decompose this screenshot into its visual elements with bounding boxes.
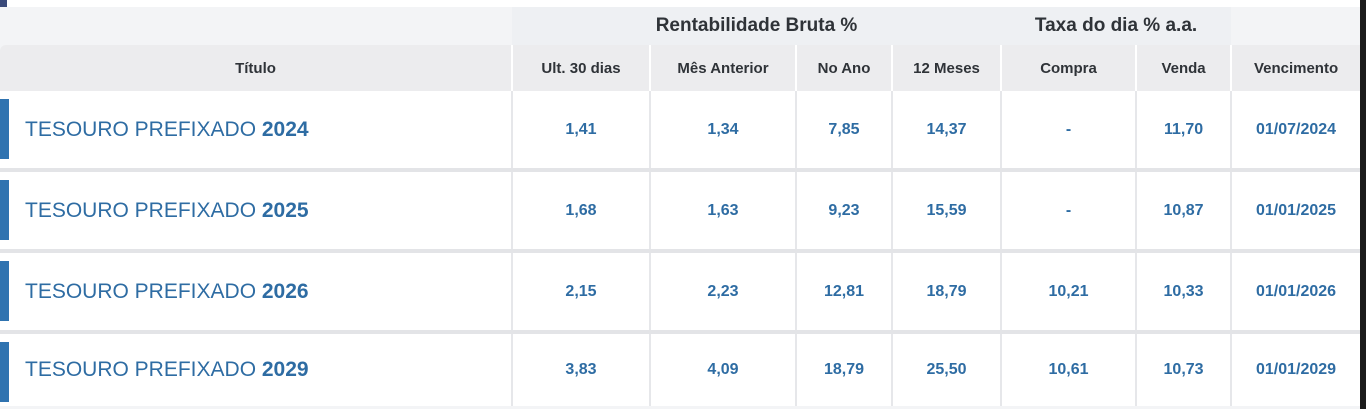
bond-title[interactable]: TESOURO PREFIXADO	[25, 198, 262, 222]
mes-anterior-value: 4,09	[650, 332, 797, 406]
venda-value: 11,70	[1136, 91, 1233, 172]
group-header-row: Rentabilidade Bruta % Taxa do dia % a.a.	[0, 7, 1362, 45]
compra-value: -	[1001, 91, 1138, 172]
table-row[interactable]: TESOURO PREFIXADO 2029 3,83 4,09 18,79 2…	[0, 332, 1363, 406]
column-header-12-meses[interactable]: 12 Meses	[892, 45, 1003, 91]
bond-title[interactable]: TESOURO PREFIXADO	[25, 358, 262, 381]
row-accent-bar	[0, 342, 9, 402]
table-row[interactable]: TESOURO PREFIXADO 2025 1,68 1,63 9,23 15…	[0, 170, 1363, 253]
doze-meses-value: 15,59	[892, 170, 1003, 253]
column-header-mes-anterior[interactable]: Mês Anterior	[650, 45, 797, 91]
bond-title[interactable]: TESOURO PREFIXADO	[25, 279, 262, 303]
vencimento-value: 01/01/2025	[1231, 170, 1363, 253]
group-header-empty	[0, 7, 512, 45]
doze-meses-value: 18,79	[892, 251, 1003, 334]
bond-title-cell[interactable]: TESOURO PREFIXADO 2029	[0, 332, 513, 406]
column-header-ult30[interactable]: Ult. 30 dias	[512, 45, 651, 91]
doze-meses-value: 14,37	[892, 91, 1003, 172]
mes-anterior-value: 2,23	[650, 251, 797, 334]
bond-year[interactable]: 2025	[261, 198, 309, 222]
ult30-value: 1,41	[512, 91, 651, 172]
column-header-no-ano[interactable]: No Ano	[796, 45, 893, 91]
row-accent-bar	[0, 261, 9, 321]
no-ano-value: 18,79	[796, 332, 893, 406]
no-ano-value: 7,85	[796, 91, 893, 172]
table-row[interactable]: TESOURO PREFIXADO 2026 2,15 2,23 12,81 1…	[0, 251, 1363, 334]
corner-mark	[0, 0, 7, 7]
ult30-value: 3,83	[512, 332, 651, 406]
treasury-rates-table: Rentabilidade Bruta % Taxa do dia % a.a.…	[0, 7, 1363, 406]
column-header-venda[interactable]: Venda	[1136, 45, 1233, 91]
column-header-vencimento[interactable]: Vencimento	[1231, 45, 1363, 91]
column-header-row: Título Ult. 30 dias Mês Anterior No Ano …	[0, 45, 1363, 91]
vencimento-value: 01/01/2026	[1231, 251, 1363, 334]
column-header-compra[interactable]: Compra	[1001, 45, 1138, 91]
no-ano-value: 12,81	[796, 251, 893, 334]
bond-year[interactable]: 2024	[261, 117, 309, 141]
window-edge	[1360, 0, 1366, 409]
bond-year[interactable]: 2029	[261, 358, 309, 381]
ult30-value: 2,15	[512, 251, 651, 334]
ult30-value: 1,68	[512, 170, 651, 253]
mes-anterior-value: 1,34	[650, 91, 797, 172]
compra-value: 10,61	[1001, 332, 1138, 406]
no-ano-value: 9,23	[796, 170, 893, 253]
group-header-taxa: Taxa do dia % a.a.	[1001, 7, 1232, 45]
bond-title-cell[interactable]: TESOURO PREFIXADO 2024	[0, 91, 513, 172]
group-header-rentabilidade: Rentabilidade Bruta %	[512, 7, 1002, 45]
compra-value: -	[1001, 170, 1138, 253]
table-row[interactable]: TESOURO PREFIXADO 2024 1,41 1,34 7,85 14…	[0, 91, 1363, 172]
venda-value: 10,73	[1136, 332, 1233, 406]
row-accent-bar	[0, 180, 9, 240]
vencimento-value: 01/07/2024	[1231, 91, 1363, 172]
venda-value: 10,33	[1136, 251, 1233, 334]
mes-anterior-value: 1,63	[650, 170, 797, 253]
bond-title[interactable]: TESOURO PREFIXADO	[25, 117, 262, 141]
doze-meses-value: 25,50	[892, 332, 1003, 406]
group-header-empty-right	[1231, 7, 1362, 45]
compra-value: 10,21	[1001, 251, 1138, 334]
bond-year[interactable]: 2026	[261, 279, 309, 303]
venda-value: 10,87	[1136, 170, 1233, 253]
row-accent-bar	[0, 99, 9, 159]
column-header-titulo[interactable]: Título	[0, 45, 513, 91]
bond-title-cell[interactable]: TESOURO PREFIXADO 2025	[0, 170, 513, 253]
vencimento-value: 01/01/2029	[1231, 332, 1363, 406]
bond-title-cell[interactable]: TESOURO PREFIXADO 2026	[0, 251, 513, 334]
